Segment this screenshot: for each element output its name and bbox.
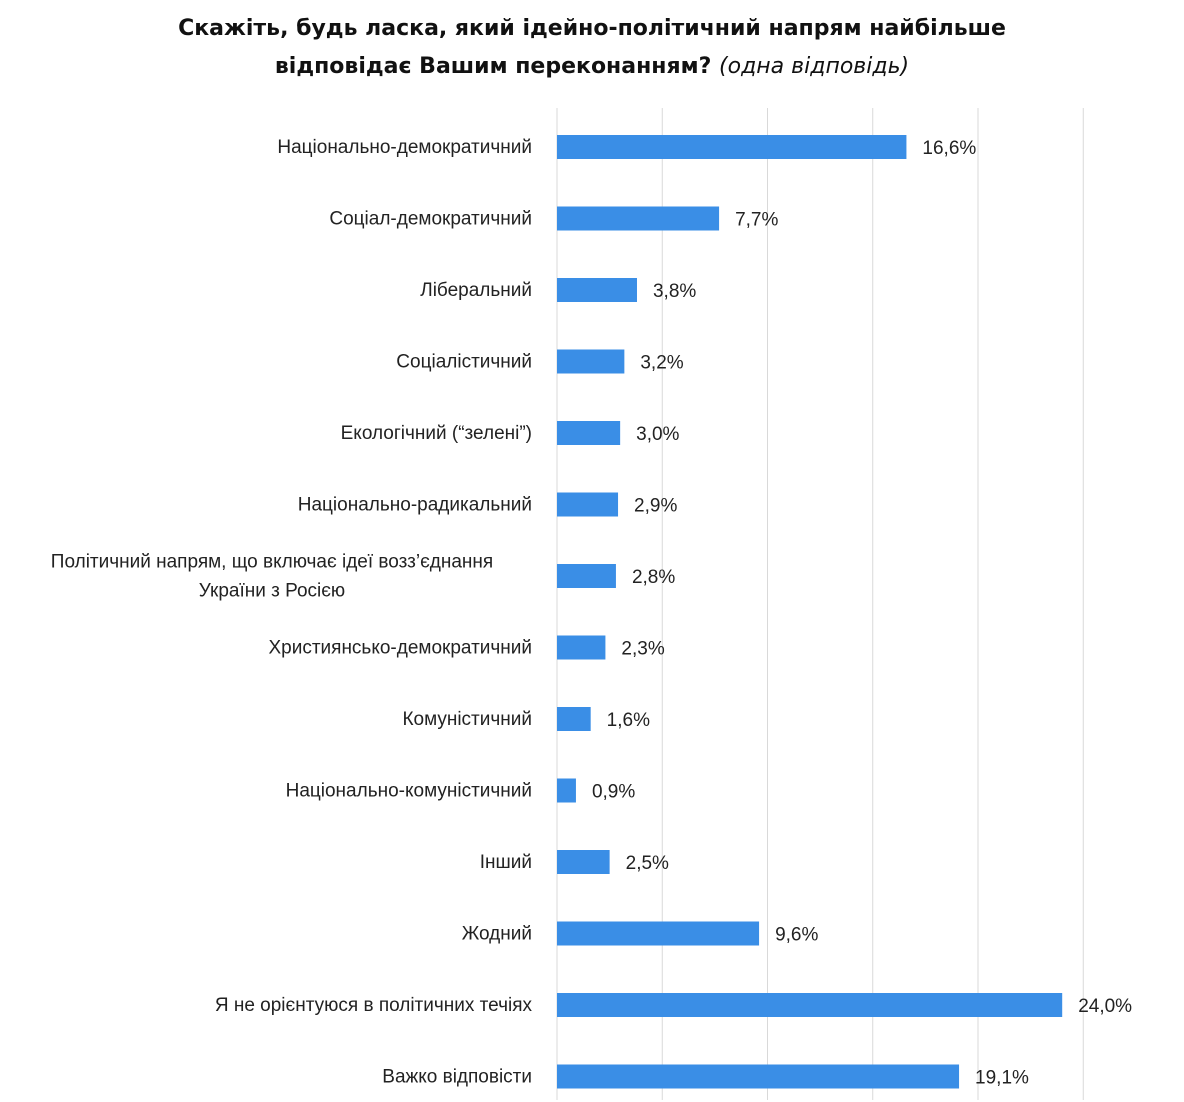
value-label: 2,8% — [632, 567, 675, 588]
value-label: 19,1% — [975, 1068, 1029, 1089]
category-label: Інший — [480, 852, 532, 873]
category-label: Соціалістичний — [396, 352, 532, 373]
bar — [557, 206, 720, 231]
bar — [557, 778, 576, 803]
value-label: 2,5% — [626, 853, 669, 874]
bar — [557, 349, 625, 374]
value-label: 3,0% — [636, 424, 679, 445]
category-label: Християнсько-демократичний — [268, 638, 532, 659]
category-label: Соціал-демократичний — [329, 209, 532, 230]
chart-title-note: (одна відповідь) — [719, 54, 910, 79]
category-label: Національно-комуністичний — [286, 781, 532, 802]
bar — [557, 564, 616, 588]
category-label: Національно-демократичний — [277, 137, 532, 158]
bar — [557, 1064, 960, 1089]
value-label: 2,3% — [621, 639, 664, 660]
category-label: Важко відповісти — [382, 1067, 532, 1088]
value-label: 16,6% — [922, 138, 976, 159]
value-labels: 16,6% 7,7% 3,8% 3,2% 3,0% 2,9% 2,8% 2,3% 1,6% 0,9… — [592, 138, 1132, 1089]
chart-title-question: відповідає Вашим переконанням? — [274, 54, 712, 79]
chart-title-line1: Скажіть, будь ласка, який ідейно-політич… — [178, 16, 1006, 41]
gridlines — [556, 108, 1084, 1100]
bars — [557, 135, 1063, 1089]
value-label: 24,0% — [1078, 996, 1132, 1017]
category-label: Я не орієнтуюся в політичних течіях — [215, 995, 533, 1016]
value-label: 9,6% — [775, 925, 818, 946]
chart-title-line2: відповідає Вашим переконанням? (одна від… — [0, 48, 1184, 86]
value-label: 3,2% — [640, 353, 683, 374]
category-label-line: Політичний напрям, що включає ідеї возз’… — [51, 552, 493, 573]
value-label: 1,6% — [607, 710, 650, 731]
value-label: 7,7% — [735, 210, 778, 231]
category-label: Національно-радикальний — [298, 495, 532, 516]
category-label: Комуністичний — [402, 709, 532, 730]
bar — [557, 921, 760, 946]
category-label: Жодний — [462, 924, 532, 945]
bar — [557, 993, 1063, 1017]
bar — [557, 707, 591, 731]
category-label: Екологічний (“зелені”) — [341, 423, 532, 444]
bar — [557, 278, 637, 302]
value-label: 0,9% — [592, 782, 635, 803]
chart-title: Скажіть, будь ласка, який ідейно-політич… — [0, 10, 1184, 86]
bar — [557, 421, 621, 445]
bar — [557, 850, 610, 874]
category-labels: Національно-демократичний Соціал-демократ… — [51, 137, 533, 1088]
bar — [557, 635, 606, 660]
category-label: Ліберальний — [420, 280, 532, 301]
value-label: 3,8% — [653, 281, 696, 302]
bar — [557, 492, 619, 517]
category-label: Політичний напрям, що включає ідеї возз’… — [51, 552, 493, 602]
value-label: 2,9% — [634, 496, 677, 517]
bar — [557, 135, 907, 159]
category-label-line: України з Росією — [199, 581, 345, 602]
